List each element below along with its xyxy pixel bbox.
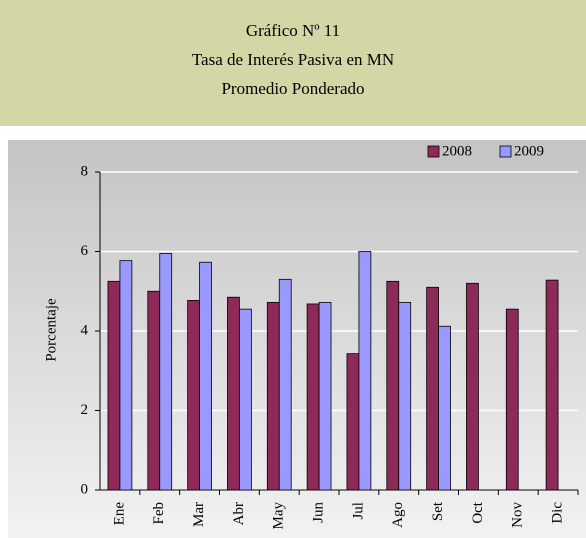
x-tick-label: Ago xyxy=(390,502,406,528)
chart-subtitle: Promedio Ponderado xyxy=(221,79,365,98)
bar xyxy=(278,278,292,491)
bar xyxy=(426,286,439,491)
bar xyxy=(227,296,240,491)
bar xyxy=(505,308,519,491)
y-tick-label: 6 xyxy=(81,243,89,259)
y-tick-label: 0 xyxy=(81,481,89,497)
legend-swatch xyxy=(499,145,512,158)
bar xyxy=(318,301,332,491)
x-tick-label: Feb xyxy=(151,502,167,525)
x-tick-label: Abr xyxy=(231,502,247,525)
bar xyxy=(119,260,133,491)
bar xyxy=(346,353,360,491)
legend-swatch xyxy=(427,145,440,158)
x-tick-label: Nov xyxy=(510,502,526,528)
x-tick-label: Jul xyxy=(350,502,366,520)
y-axis-label: Porcentaje xyxy=(43,298,59,362)
chart-subtitle: Tasa de Interés Pasiva en MN xyxy=(191,50,395,69)
x-tick-label: Ene xyxy=(111,502,127,526)
y-tick-label: 4 xyxy=(81,322,89,338)
legend-label: 2009 xyxy=(514,143,544,159)
bar xyxy=(306,303,320,491)
x-tick-label: May xyxy=(271,502,287,530)
title-box: Gráfico Nº 11 Tasa de Interés Pasiva en … xyxy=(0,0,586,126)
x-tick-label: Dic xyxy=(550,502,566,524)
bar xyxy=(187,299,200,491)
bar xyxy=(545,279,559,491)
bar xyxy=(159,253,173,491)
legend-label: 2008 xyxy=(442,143,472,159)
chart: Porcentaje 0 2 4 6 8 Ene Feb Mar Abr May Jun Jul Ago… xyxy=(8,140,586,538)
bar xyxy=(107,280,121,491)
bar xyxy=(199,261,212,491)
bar xyxy=(398,301,412,491)
bar xyxy=(438,325,451,491)
x-tick-label: Mar xyxy=(191,502,207,527)
x-tick-label: Oct xyxy=(470,501,486,523)
x-tick-label: Set xyxy=(430,501,446,521)
bar xyxy=(266,301,280,491)
chart-background xyxy=(8,140,586,538)
chart-title: Gráfico Nº 11 xyxy=(245,21,341,40)
y-tick-label: 8 xyxy=(81,163,89,179)
y-tick-label: 2 xyxy=(81,402,89,418)
bar xyxy=(239,308,252,491)
bar xyxy=(147,290,161,491)
x-tick-label: Jun xyxy=(311,502,327,523)
bar xyxy=(386,280,400,491)
bar xyxy=(466,282,479,491)
bar xyxy=(358,251,372,491)
